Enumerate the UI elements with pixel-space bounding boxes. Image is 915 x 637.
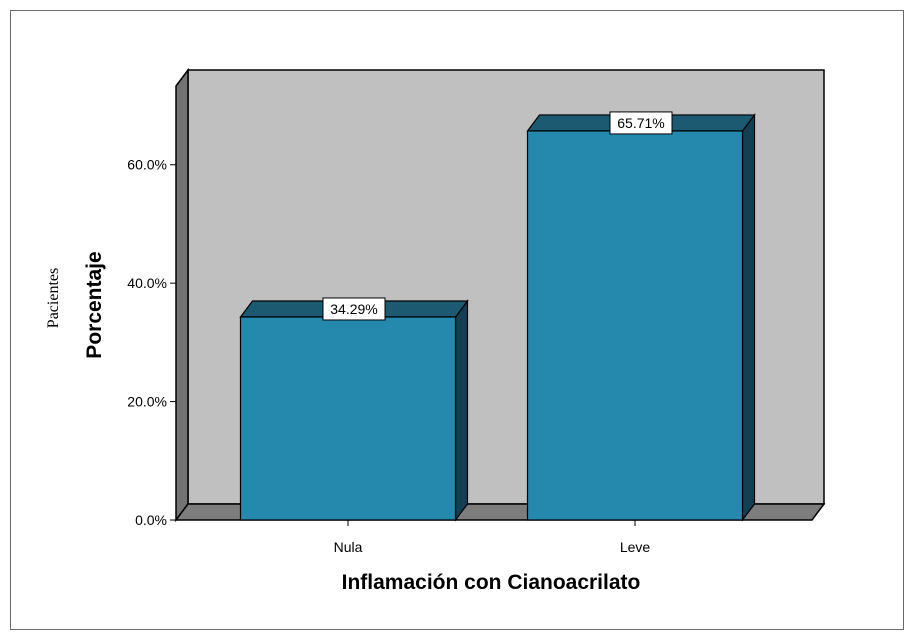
x-category-label: Nula [334,539,363,555]
x-axis-title: Inflamación con Cianoacrilato [342,571,641,594]
y-tick-label: 60.0% [127,157,167,173]
plot-left-wall [175,67,189,523]
data-label: 65.71% [617,115,664,131]
data-label-box [609,111,673,135]
bar [526,130,744,521]
data-label-box [322,297,386,321]
bar-side [741,113,756,522]
y-tick-label: 40.0% [127,275,167,291]
y-tick-label: 20.0% [127,394,167,410]
y-axis-secondary-label: Pacientes [45,268,62,328]
y-tick-label: 0.0% [135,512,167,528]
y-axis-title: Porcentaje [83,251,106,358]
bar [239,316,457,521]
labels-group: Nula 34.29% Leve 65.71% [322,111,673,555]
data-label: 34.29% [330,301,377,317]
bars-group [239,113,756,522]
x-category-label: Leve [620,539,651,555]
bar-side [454,299,469,522]
